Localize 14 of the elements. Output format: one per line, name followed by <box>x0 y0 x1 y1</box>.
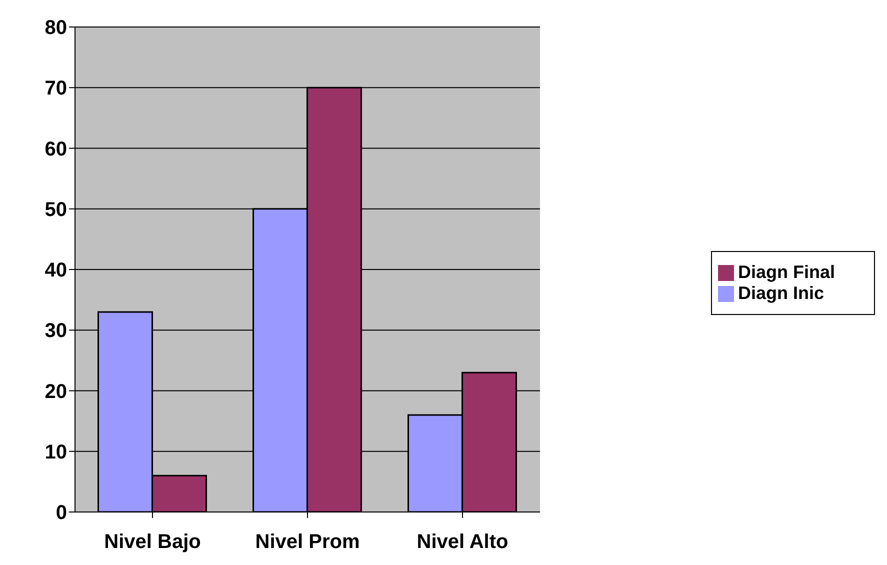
y-tick-label: 60 <box>44 138 67 160</box>
y-tick-label: 20 <box>44 380 67 403</box>
legend-label: Diagn Inic <box>738 282 824 302</box>
y-tick-label: 40 <box>44 260 67 282</box>
x-tick-label: Nivel Bajo <box>104 531 201 554</box>
x-tick-label: Nivel Prom <box>255 531 360 554</box>
y-tick-label: 70 <box>44 78 67 100</box>
x-tick-label: Nivel Alto <box>416 531 508 554</box>
y-tick-label: 10 <box>44 441 67 464</box>
y-tick-label: 0 <box>56 502 67 524</box>
y-tick-label: 50 <box>44 198 67 221</box>
y-tick-label: 80 <box>44 17 67 40</box>
y-tick-label: 30 <box>44 320 67 342</box>
legend-label: Diagn Final <box>738 262 836 282</box>
